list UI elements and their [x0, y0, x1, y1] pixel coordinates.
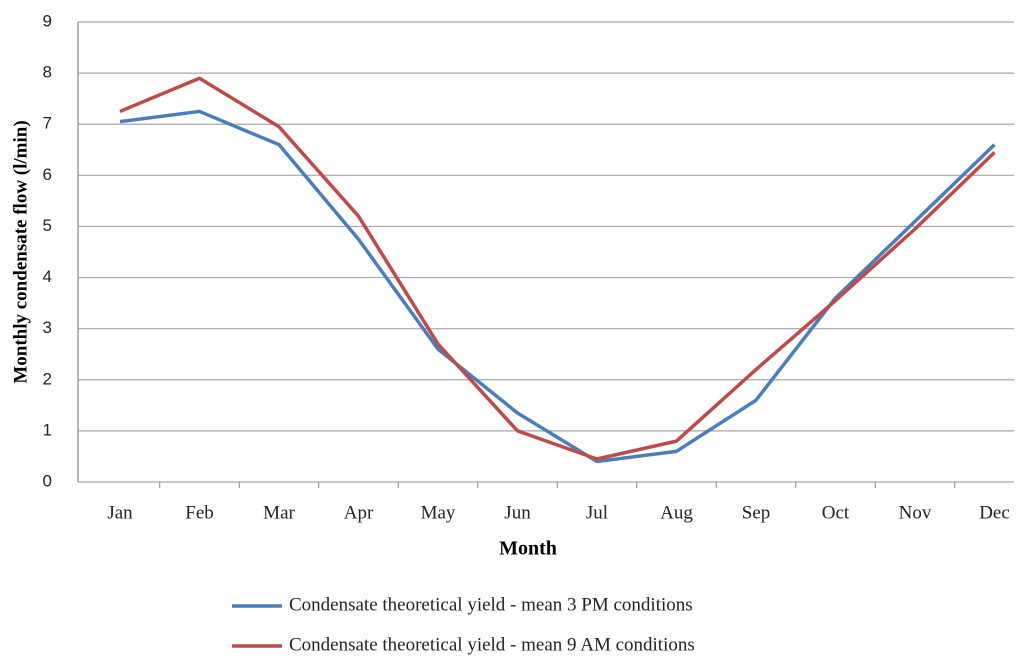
y-tick-label: 7	[43, 114, 52, 133]
series-line	[119, 76, 996, 461]
x-axis-title: Month	[499, 538, 557, 560]
y-tick-label: 3	[43, 318, 52, 337]
x-tick-label: Feb	[185, 502, 214, 523]
x-tick-label: Oct	[822, 502, 850, 523]
y-tick-label: 1	[43, 420, 52, 439]
x-tick-label: Jul	[586, 502, 608, 523]
legend-label: Condensate theoretical yield - mean 3 PM…	[289, 594, 693, 615]
y-tick-label: 9	[43, 11, 52, 30]
x-tick-label: Aug	[660, 502, 693, 523]
legend-label: Condensate theoretical yield - mean 9 AM…	[289, 634, 695, 655]
x-tick-label: Mar	[263, 502, 295, 523]
x-tick-label: Apr	[344, 502, 374, 523]
y-axis-title: Monthly condensate flow (l/min)	[10, 120, 31, 383]
x-tick-label: Sep	[742, 502, 771, 523]
y-tick-label: 4	[43, 267, 52, 286]
y-tick-label: 6	[43, 165, 52, 184]
y-tick-label: 5	[43, 216, 52, 235]
y-tick-label: 0	[43, 471, 52, 490]
y-tick-label: 8	[43, 63, 52, 82]
x-tick-label: May	[421, 502, 456, 523]
x-tick-label: Dec	[979, 502, 1010, 523]
x-tick-label: Jan	[107, 502, 133, 523]
x-tick-label: Nov	[899, 502, 932, 523]
x-tick-label: Jun	[504, 502, 531, 523]
series-line	[119, 109, 996, 464]
y-tick-label: 2	[43, 369, 52, 388]
